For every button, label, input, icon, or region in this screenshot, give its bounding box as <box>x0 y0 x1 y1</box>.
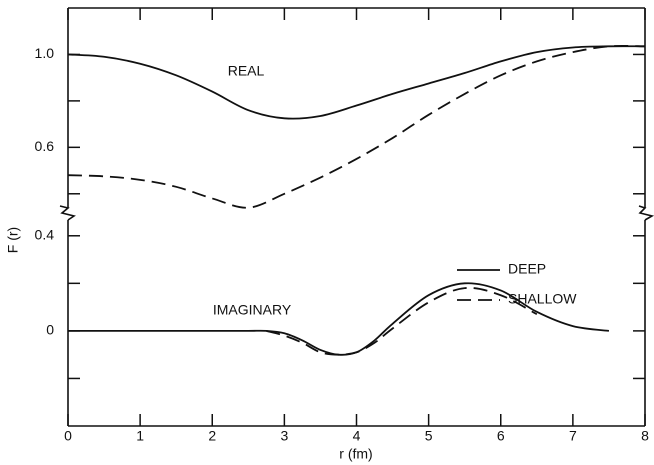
x-tick-label: 2 <box>208 428 216 444</box>
data-line <box>67 45 646 120</box>
data-line <box>266 286 538 356</box>
x-tick-label: 8 <box>641 428 649 444</box>
y-axis-label: F (r) <box>5 227 21 253</box>
x-tick-label: 5 <box>425 428 433 444</box>
y-tick-label: 1.0 <box>35 45 55 61</box>
x-axis-label: r (fm) <box>339 446 372 462</box>
x-tick-label: 6 <box>497 428 505 444</box>
data-line <box>67 44 646 209</box>
legend-label: SHALLOW <box>508 291 577 307</box>
frame <box>59 7 654 427</box>
annotation: IMAGINARY <box>213 302 292 318</box>
x-tick-label: 0 <box>64 428 72 444</box>
y-tick-label: 0.6 <box>35 138 55 154</box>
x-tick-label: 1 <box>136 428 144 444</box>
x-tick-label: 3 <box>280 428 288 444</box>
x-tick-label: 7 <box>569 428 577 444</box>
legend-label: DEEP <box>508 261 546 277</box>
y-tick-label: 0.4 <box>35 226 55 242</box>
y-tick-label: 0 <box>46 322 54 338</box>
data-line <box>67 282 610 356</box>
annotation: REAL <box>228 63 265 79</box>
x-tick-label: 4 <box>353 428 361 444</box>
